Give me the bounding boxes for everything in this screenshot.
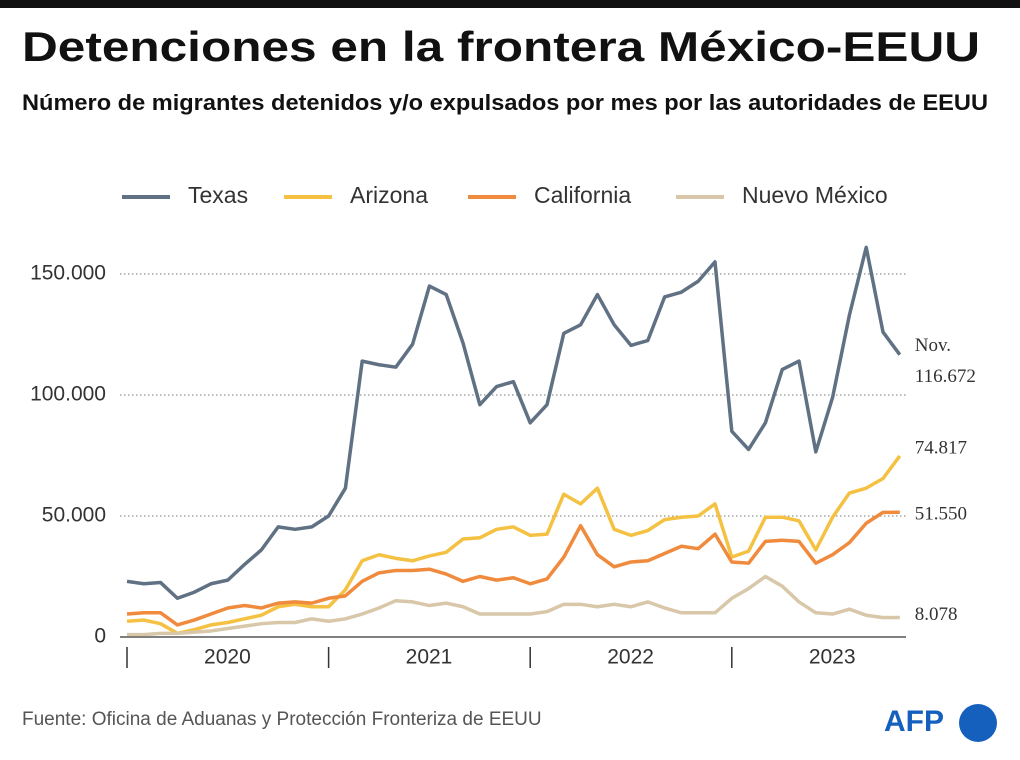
- annotation: Nov.: [915, 335, 951, 356]
- chart-title: Detenciones en la frontera México-EEUU: [22, 23, 980, 70]
- value-label: 8.078: [915, 604, 958, 625]
- series-line: [126, 245, 902, 601]
- y-tick-label: 150.000: [30, 262, 106, 285]
- y-tick-label: 0: [94, 625, 106, 648]
- legend-label: California: [534, 182, 631, 208]
- source: Fuente: Oficina de Aduanas y Protección …: [22, 709, 542, 730]
- chart-subtitle: Número de migrantes detenidos y/o expuls…: [22, 90, 988, 115]
- value-label: 74.817: [915, 437, 967, 458]
- x-tick-label: 2023: [809, 646, 856, 669]
- series-line: [127, 574, 900, 637]
- legend-label: Arizona: [350, 182, 428, 208]
- series-line: [126, 510, 900, 627]
- y-tick-label: 50.000: [42, 504, 106, 527]
- legend-label: Texas: [188, 182, 248, 208]
- series-line: [126, 454, 902, 636]
- x-tick-label: 2022: [607, 646, 654, 669]
- x-tick-label: 2020: [204, 646, 251, 669]
- value-label: 51.550: [915, 504, 967, 525]
- logo-circle: [959, 704, 997, 742]
- x-tick-label: 2021: [406, 646, 453, 669]
- top-bar: [0, 0, 1020, 8]
- legend-label: Nuevo México: [742, 182, 888, 208]
- logo: AFP: [884, 705, 944, 738]
- value-label: 116.672: [915, 366, 976, 387]
- y-tick-label: 100.000: [30, 383, 106, 406]
